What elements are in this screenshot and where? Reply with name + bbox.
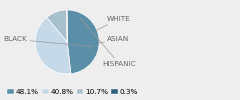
Wedge shape bbox=[67, 10, 99, 74]
Legend: 48.1%, 40.8%, 10.7%, 0.3%: 48.1%, 40.8%, 10.7%, 0.3% bbox=[6, 87, 140, 96]
Text: WHITE: WHITE bbox=[96, 16, 131, 30]
Wedge shape bbox=[47, 10, 67, 42]
Wedge shape bbox=[66, 10, 67, 42]
Text: ASIAN: ASIAN bbox=[98, 36, 129, 44]
Text: HISPANIC: HISPANIC bbox=[80, 18, 136, 67]
Wedge shape bbox=[35, 17, 71, 74]
Text: BLACK: BLACK bbox=[3, 36, 92, 46]
